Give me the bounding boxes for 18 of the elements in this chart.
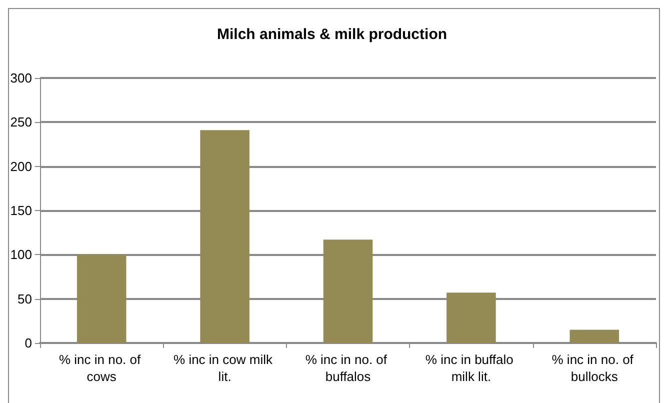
bar [323, 240, 373, 343]
x-tick-label: % inc in cow milk lit. [174, 352, 276, 384]
x-tick-label: % inc in buffalo milk lit. [425, 352, 517, 384]
y-tick-label: 300 [10, 70, 32, 86]
bar [76, 254, 126, 343]
chart-title: Milch animals & milk production [216, 26, 448, 43]
y-tick-label: 150 [10, 203, 32, 218]
bar [200, 130, 250, 343]
y-tick-label: 200 [10, 158, 32, 174]
x-tick-label: % inc in no. of bullocks [552, 352, 638, 384]
y-tick-label: 50 [18, 291, 32, 306]
y-tick-label: 250 [10, 114, 32, 130]
bar [570, 330, 620, 343]
y-tick-label: 0 [24, 336, 32, 350]
bar [446, 292, 496, 343]
x-tick-label: % inc in no. of cows [58, 352, 144, 384]
y-tick-label: 100 [10, 247, 32, 262]
x-tick-label: % inc in no. of buffalos [305, 352, 391, 384]
